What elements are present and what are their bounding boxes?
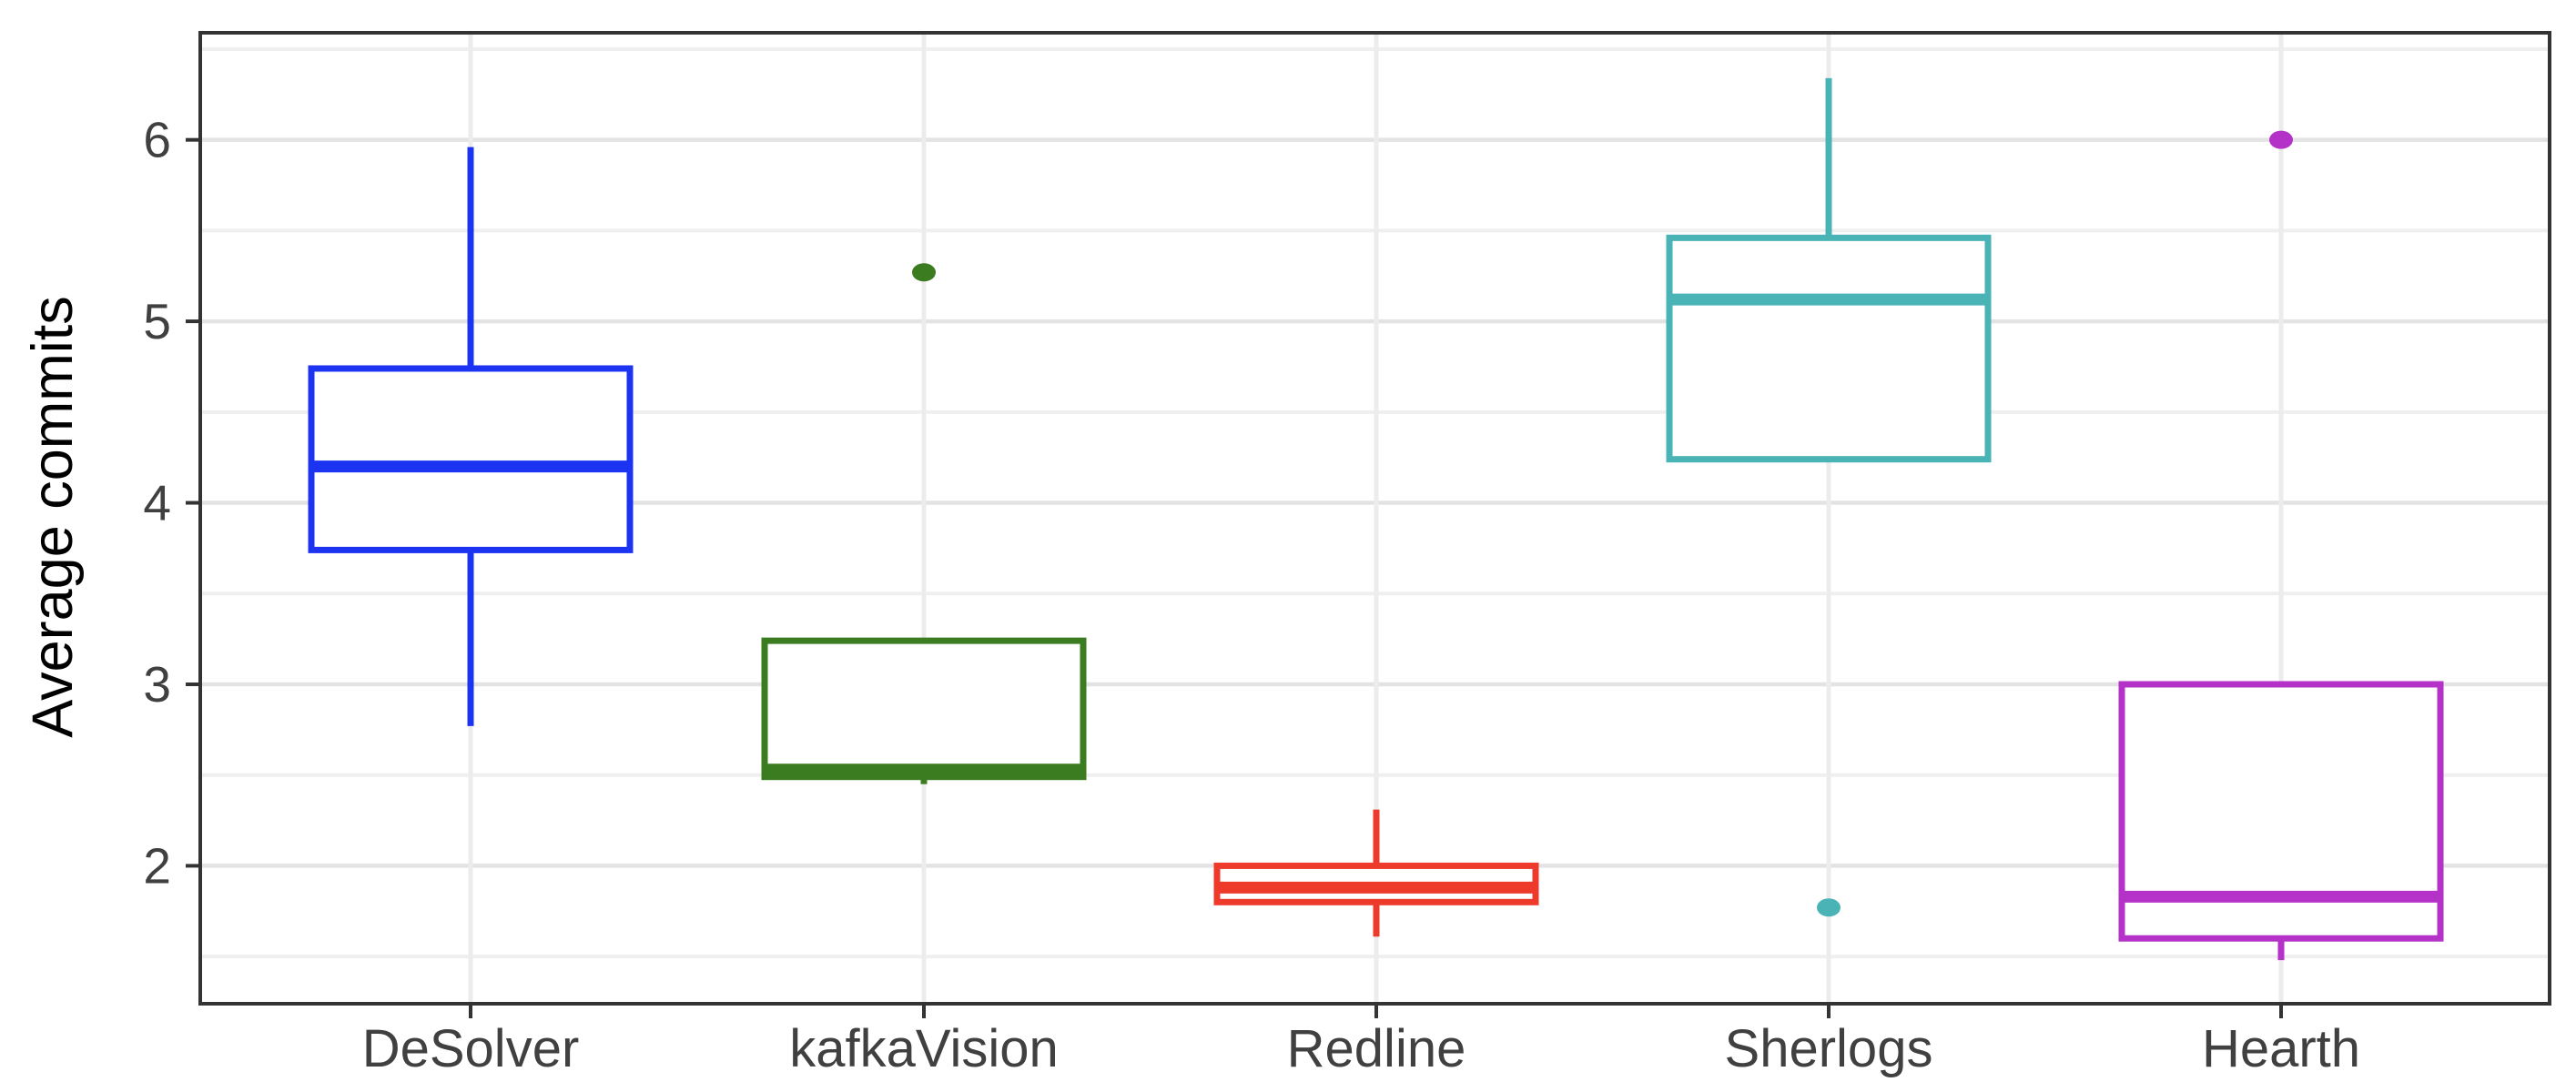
x-tick-label-DeSolver: DeSolver	[362, 1019, 580, 1078]
y-tick-label-4: 4	[143, 475, 171, 531]
x-tick-label-kafkaVision: kafkaVision	[789, 1019, 1059, 1078]
outlier-Sherlogs-0	[1817, 898, 1841, 917]
y-tick-label-2: 2	[143, 837, 171, 894]
x-tick-label-Redline: Redline	[1287, 1019, 1466, 1078]
box-Sherlogs	[1666, 234, 1992, 463]
x-tick-label-Sherlogs: Sherlogs	[1725, 1019, 1933, 1078]
outlier-Hearth-0	[2269, 130, 2293, 149]
outlier-kafkaVision-0	[912, 263, 936, 282]
y-axis-title: Average commits	[21, 296, 85, 738]
y-tick-label-3: 3	[143, 656, 171, 713]
y-tick-label-6: 6	[143, 112, 171, 168]
x-tick-label-Hearth: Hearth	[2202, 1019, 2360, 1078]
y-tick-label-5: 5	[143, 293, 171, 349]
box-DeSolver	[308, 365, 634, 553]
box-kafkaVision	[761, 637, 1087, 781]
